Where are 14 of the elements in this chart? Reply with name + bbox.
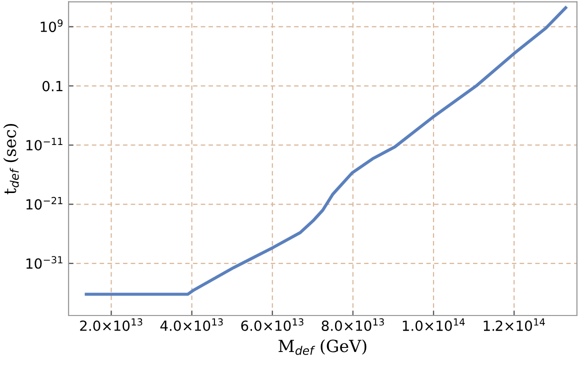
- line-series: [84, 6, 568, 296]
- y-tick-label: 10$^{−31}$: [26, 256, 62, 269]
- x-tick-label: 6.0×10$^{13}$: [241, 318, 304, 331]
- y-tick-label: 0.1: [42, 80, 62, 92]
- y-axis-title: t$_{def}$ (sec): [3, 124, 19, 194]
- x-tick-label: 8.0×10$^{13}$: [322, 318, 384, 331]
- x-tick-label: 4.0×10$^{13}$: [160, 318, 223, 331]
- y-tick-label: 10$^{−21}$: [26, 196, 62, 210]
- x-axis-title: M$_{def}$ (GeV): [278, 339, 366, 355]
- y-tick-label: 10$^{9}$: [40, 19, 63, 32]
- x-tick-label: 2.0×10$^{13}$: [80, 318, 142, 331]
- y-tick-label: 10$^{−11}$: [26, 138, 62, 150]
- x-tick-label: 1.2×10$^{14}$: [484, 318, 545, 332]
- x-tick-label: 1.0×10$^{14}$: [402, 318, 465, 332]
